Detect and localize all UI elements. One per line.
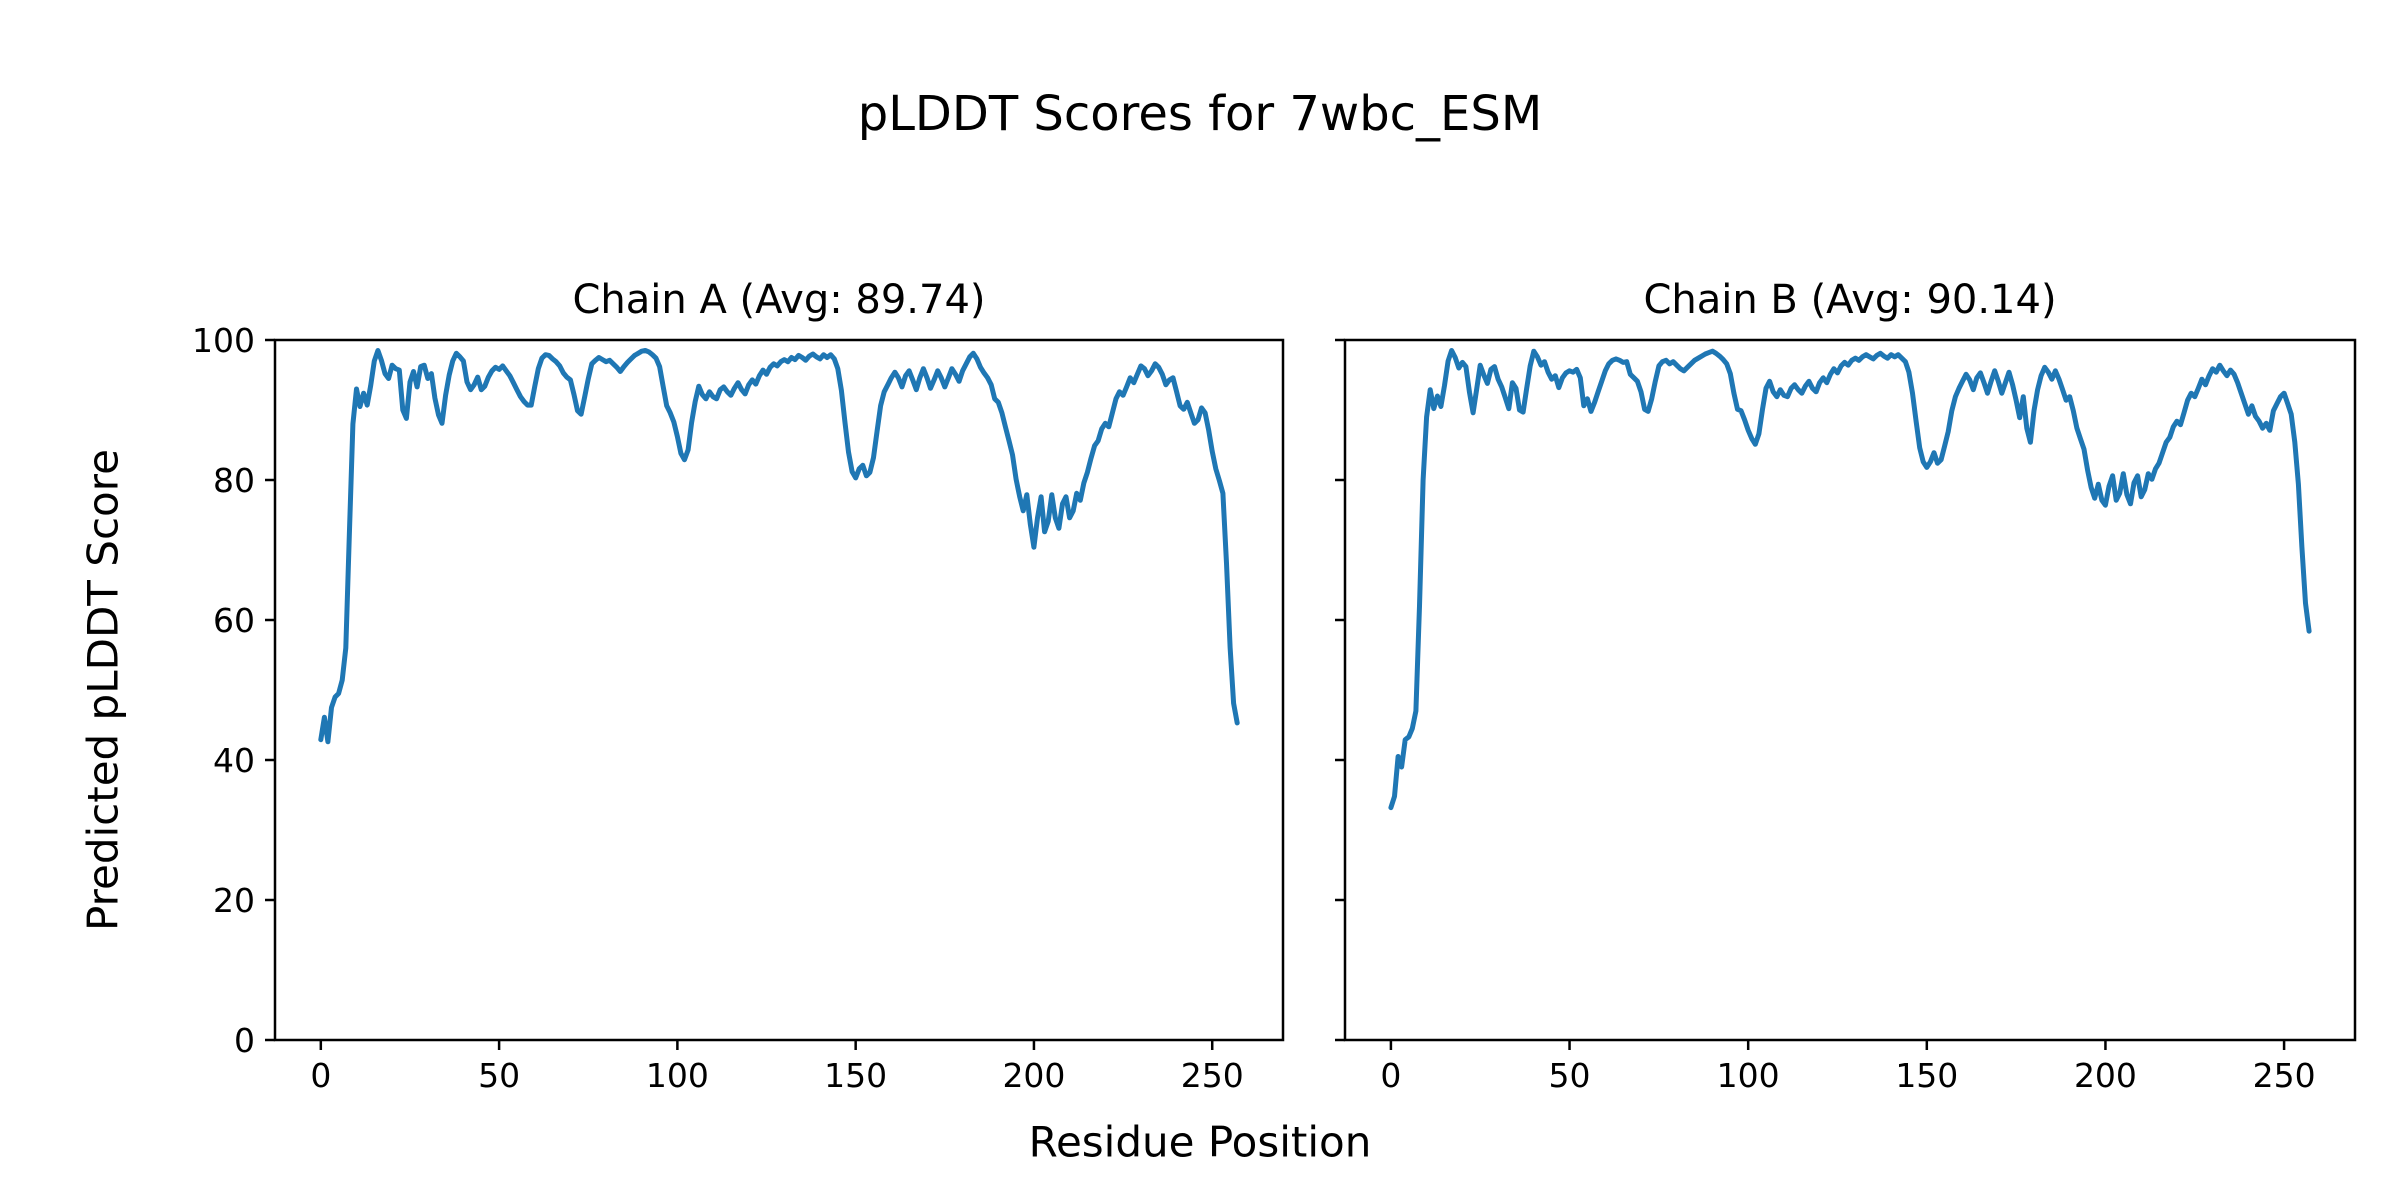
- x-axis-label: Residue Position: [1028, 1117, 1372, 1167]
- axes-spines: [1343, 338, 2357, 1042]
- x-tick-label: 50: [478, 1056, 520, 1095]
- figure-title: pLDDT Scores for 7wbc_ESM: [857, 86, 1543, 142]
- x-tick-label: 150: [1895, 1056, 1958, 1095]
- y-tick-label: 40: [213, 741, 255, 780]
- plddt-line-chain-a: [318, 348, 1240, 745]
- x-tick-label: 50: [1549, 1056, 1591, 1095]
- x-tick-label: 100: [646, 1056, 709, 1095]
- y-tick-label: 20: [213, 881, 255, 920]
- x-tick-label: 200: [2074, 1056, 2137, 1095]
- chain-b-subplot-title: Chain B (Avg: 90.14): [1643, 277, 2057, 323]
- x-tick-label: 100: [1717, 1056, 1780, 1095]
- y-axis-label: Predicted pLDDT Score: [78, 449, 128, 931]
- x-tick-label: 200: [1002, 1056, 1065, 1095]
- chain-a-plot: 0 50 100 150 200 250 0 20 40 60 80 100: [192, 321, 1285, 1095]
- y-tick-label: 100: [192, 321, 255, 360]
- y-tick-label: 60: [213, 601, 255, 640]
- x-tick-label: 150: [824, 1056, 887, 1095]
- y-tick-label: 80: [213, 461, 255, 500]
- x-tick-label: 250: [2253, 1056, 2316, 1095]
- chain-b-plot: 0 50 100 150 200 250: [1335, 338, 2357, 1095]
- plddt-line-chain-b: [1388, 348, 2312, 811]
- axes-spines: [273, 338, 1285, 1042]
- y-tick-label: 0: [234, 1021, 255, 1060]
- chain-a-subplot-title: Chain A (Avg: 89.74): [572, 277, 986, 323]
- x-tick-label: 250: [1181, 1056, 1244, 1095]
- x-tick-label: 0: [1380, 1056, 1401, 1095]
- x-tick-label: 0: [310, 1056, 331, 1095]
